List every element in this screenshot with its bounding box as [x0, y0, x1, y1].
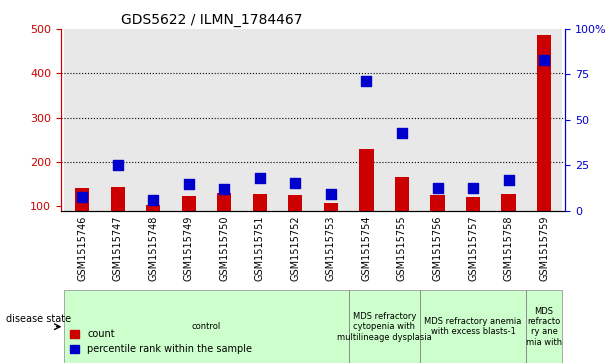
- Bar: [182, 196, 196, 250]
- Bar: [207, 29, 242, 211]
- Bar: [313, 29, 348, 211]
- Bar: [420, 290, 527, 363]
- Bar: [64, 290, 348, 363]
- Bar: [527, 290, 562, 363]
- Bar: [253, 194, 267, 250]
- Text: control: control: [192, 322, 221, 331]
- Bar: [278, 29, 313, 211]
- Bar: [288, 195, 302, 250]
- Point: [539, 57, 549, 63]
- Text: MDS refractory
cytopenia with
multilineage dysplasia: MDS refractory cytopenia with multilinea…: [337, 312, 432, 342]
- Bar: [324, 203, 338, 250]
- Bar: [527, 29, 562, 211]
- Bar: [466, 197, 480, 250]
- Point: [326, 191, 336, 197]
- Bar: [100, 29, 136, 211]
- Text: GDS5622 / ILMN_1784467: GDS5622 / ILMN_1784467: [122, 13, 303, 26]
- Bar: [430, 195, 444, 250]
- Point: [468, 185, 478, 191]
- Point: [291, 180, 300, 185]
- Bar: [171, 29, 207, 211]
- Bar: [491, 29, 527, 211]
- Point: [362, 78, 371, 84]
- Bar: [348, 29, 384, 211]
- Bar: [111, 187, 125, 250]
- Bar: [136, 29, 171, 211]
- Legend: count, percentile rank within the sample: count, percentile rank within the sample: [66, 326, 256, 358]
- Bar: [359, 150, 373, 250]
- Bar: [455, 29, 491, 211]
- Bar: [242, 29, 278, 211]
- Point: [433, 185, 443, 191]
- Bar: [348, 290, 420, 363]
- Bar: [217, 193, 232, 250]
- Point: [184, 181, 193, 187]
- Bar: [75, 188, 89, 250]
- Bar: [384, 29, 420, 211]
- Point: [397, 130, 407, 136]
- Point: [219, 186, 229, 192]
- Point: [255, 175, 264, 181]
- Point: [77, 194, 87, 200]
- Bar: [146, 205, 161, 250]
- Bar: [395, 178, 409, 250]
- Text: MDS refractory anemia
with excess blasts-1: MDS refractory anemia with excess blasts…: [424, 317, 522, 337]
- Point: [113, 162, 123, 168]
- Bar: [64, 29, 100, 211]
- Bar: [502, 194, 516, 250]
- Text: MDS
refracto
ry ane
mia with: MDS refracto ry ane mia with: [526, 307, 562, 347]
- Point: [503, 178, 513, 183]
- Text: disease state: disease state: [6, 314, 71, 325]
- Point: [148, 197, 158, 203]
- Bar: [420, 29, 455, 211]
- Bar: [537, 35, 551, 250]
